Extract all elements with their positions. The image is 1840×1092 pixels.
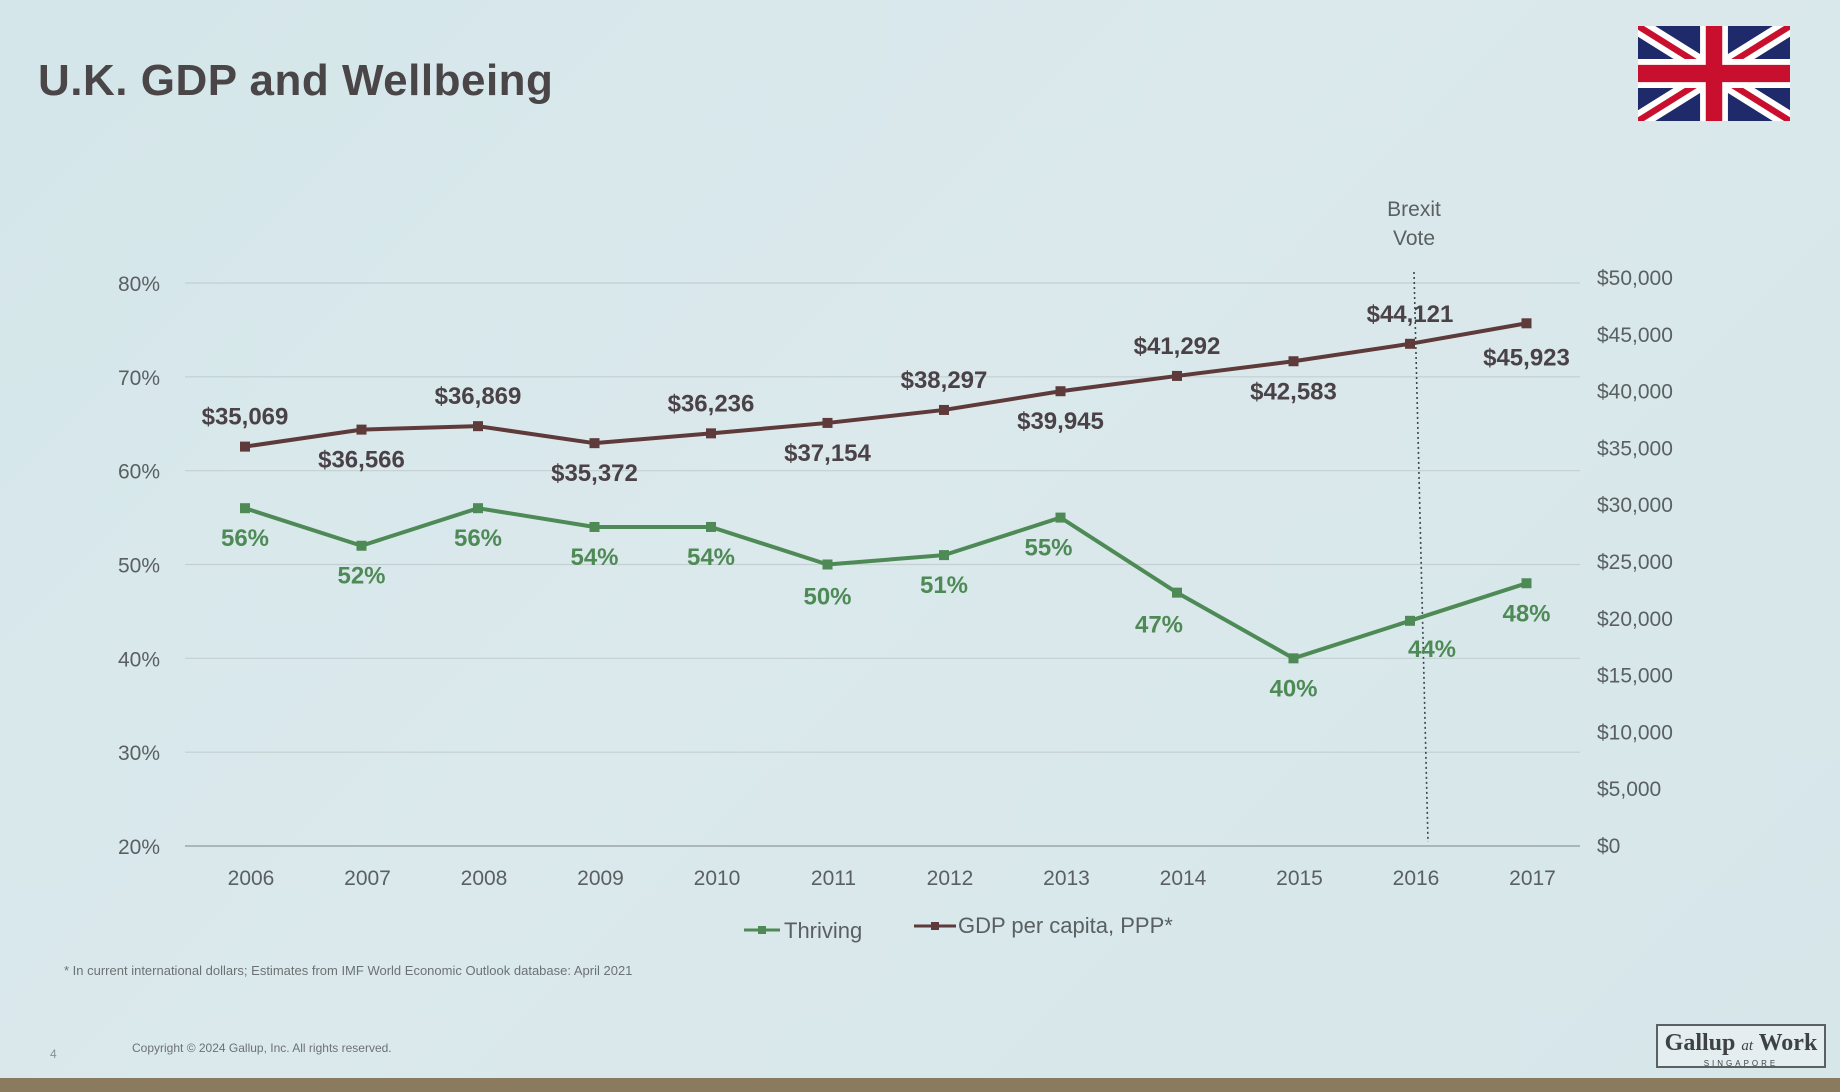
x-axis-tick-label: 2006 (228, 867, 275, 890)
thriving-point (1288, 653, 1299, 664)
left-axis-tick-label: 50% (118, 555, 160, 578)
thriving-point (356, 540, 367, 551)
left-axis-tick-label: 20% (118, 836, 160, 859)
legend-thriving-label: Thriving (784, 918, 862, 943)
x-axis-tick-label: 2007 (344, 867, 391, 890)
right-axis-tick-label: $5,000 (1597, 778, 1661, 801)
slide-title: U.K. GDP and Wellbeing (38, 56, 554, 105)
gdp-data-label: $35,372 (551, 460, 638, 487)
thriving-data-label: 55% (1024, 535, 1072, 562)
thriving-data-label: 51% (920, 572, 968, 599)
thriving-point (939, 550, 949, 561)
gdp-data-label: $44,121 (1367, 301, 1454, 328)
thriving-data-label: 52% (337, 563, 385, 590)
thriving-point (473, 503, 483, 514)
x-axis-tick-label: 2012 (927, 867, 974, 890)
gallup-at-work-logo: Gallup at Work SINGAPORE (1656, 1024, 1826, 1068)
x-axis-tick-label: 2010 (694, 867, 741, 890)
left-axis-tick-label: 60% (118, 461, 160, 484)
right-axis-tick-label: $45,000 (1597, 324, 1673, 347)
brexit-annotation-line1: Brexit (1387, 198, 1441, 221)
left-axis-tick-label: 30% (118, 742, 160, 765)
x-axis-tick-label: 2014 (1160, 867, 1207, 890)
gdp-data-label: $36,566 (318, 447, 405, 474)
thriving-point (706, 521, 716, 532)
gdp-point (1288, 356, 1299, 367)
copyright-notice: Copyright © 2024 Gallup, Inc. All rights… (132, 1041, 392, 1055)
thriving-data-label: 48% (1502, 600, 1550, 627)
thriving-data-label: 50% (803, 584, 851, 611)
right-axis-tick-label: $40,000 (1597, 381, 1673, 404)
right-axis-tick-label: $10,000 (1597, 721, 1673, 744)
right-axis-tick-label: $0 (1597, 835, 1620, 858)
gdp-point (706, 428, 716, 439)
x-axis-tick-label: 2009 (577, 867, 624, 890)
gdp-point (356, 424, 367, 435)
gdp-data-label: $45,923 (1483, 344, 1570, 371)
screen-bottom-edge (0, 1078, 1840, 1092)
gdp-data-label: $37,154 (784, 440, 871, 467)
gdp-point (939, 404, 949, 415)
right-axis-tick-label: $20,000 (1597, 608, 1673, 631)
thriving-data-label: 56% (221, 525, 269, 552)
thriving-data-label: 47% (1135, 612, 1183, 639)
x-axis-tick-label: 2017 (1509, 867, 1556, 890)
thriving-point (1521, 578, 1532, 589)
legend-thriving-marker (758, 926, 766, 934)
gdp-series-line (244, 321, 1527, 449)
x-axis-tick-label: 2016 (1393, 867, 1440, 890)
left-axis-tick-label: 40% (118, 648, 160, 671)
gdp-point (240, 441, 250, 452)
brexit-annotation-line2: Vote (1393, 227, 1435, 250)
thriving-point (1172, 587, 1182, 598)
x-axis-tick-label: 2013 (1043, 867, 1090, 890)
thriving-data-label: 54% (687, 544, 735, 571)
legend-gdp-marker (931, 922, 939, 930)
gdp-point (1521, 318, 1532, 329)
page-number: 4 (50, 1047, 57, 1061)
left-axis-tick-label: 80% (118, 273, 160, 296)
thriving-data-label: 56% (454, 525, 502, 552)
x-axis-tick-label: 2011 (811, 867, 856, 890)
gdp-point (1055, 386, 1066, 397)
thriving-point (822, 559, 833, 570)
gdp-point (1405, 338, 1415, 349)
x-axis-tick-label: 2008 (461, 867, 508, 890)
gdp-point (473, 421, 483, 432)
gdp-data-label: $35,069 (202, 404, 289, 431)
brexit-vote-line (1413, 271, 1429, 843)
thriving-data-label: 54% (570, 544, 618, 571)
gdp-data-label: $39,945 (1017, 408, 1104, 435)
right-axis-tick-label: $50,000 (1597, 267, 1673, 290)
gdp-point (589, 438, 600, 449)
gdp-data-label: $36,869 (435, 383, 522, 410)
right-axis-tick-label: $15,000 (1597, 665, 1673, 688)
thriving-data-label: 40% (1269, 675, 1317, 702)
uk-flag-icon (1638, 26, 1790, 121)
thriving-point (1405, 615, 1415, 626)
footnote: * In current international dollars; Esti… (64, 963, 633, 978)
gdp-point (822, 417, 833, 428)
thriving-point (589, 521, 600, 532)
thriving-point (240, 503, 250, 514)
gdp-point (1172, 370, 1182, 381)
thriving-data-label: 44% (1408, 636, 1456, 663)
gdp-data-label: $41,292 (1134, 333, 1221, 360)
gdp-data-label: $42,583 (1250, 378, 1337, 405)
x-axis-tick-label: 2015 (1276, 867, 1323, 890)
legend-gdp-label: GDP per capita, PPP* (958, 913, 1173, 938)
right-axis-tick-label: $35,000 (1597, 437, 1673, 460)
gdp-data-label: $36,236 (668, 390, 755, 417)
left-axis-tick-label: 70% (118, 367, 160, 390)
thriving-point (1055, 512, 1066, 523)
right-axis-tick-label: $25,000 (1597, 551, 1673, 574)
thriving-series-line (244, 506, 1528, 661)
gdp-data-label: $38,297 (901, 367, 988, 394)
right-axis-tick-label: $30,000 (1597, 494, 1673, 517)
